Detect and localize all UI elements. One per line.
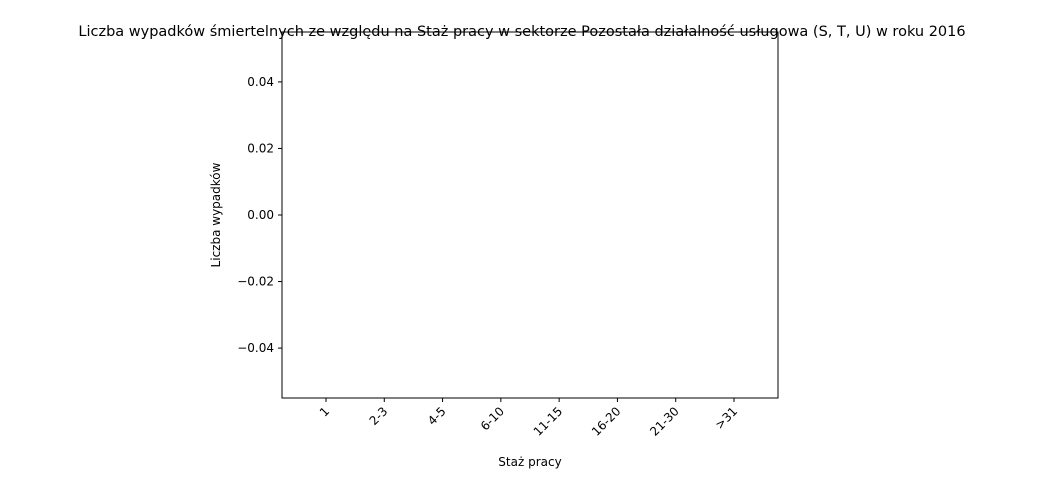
x-tick-label: 16-20: [589, 404, 624, 439]
x-tick-label: >31: [712, 404, 740, 432]
y-tick-label: 0.02: [247, 141, 274, 155]
x-tick-label: 21-30: [647, 404, 682, 439]
y-axis-label: Liczba wypadków: [209, 162, 223, 267]
y-tick-label: 0.00: [247, 208, 274, 222]
x-axis: 1 2-3 4-5 6-10 11-15 16-20 21-30 >31: [317, 398, 740, 439]
x-tick-label: 4-5: [425, 404, 449, 428]
y-tick-label: −0.04: [237, 341, 274, 355]
y-axis: −0.04 −0.02 0.00 0.02 0.04: [237, 75, 282, 355]
x-tick-label: 1: [317, 404, 332, 419]
x-axis-label: Staż pracy: [498, 455, 561, 469]
plot-area: [281, 31, 779, 399]
x-tick-label: 6-10: [478, 404, 507, 433]
x-tick-label: 2-3: [367, 404, 391, 428]
y-tick-label: −0.02: [237, 275, 274, 289]
y-tick-label: 0.04: [247, 75, 274, 89]
x-tick-label: 11-15: [531, 404, 566, 439]
